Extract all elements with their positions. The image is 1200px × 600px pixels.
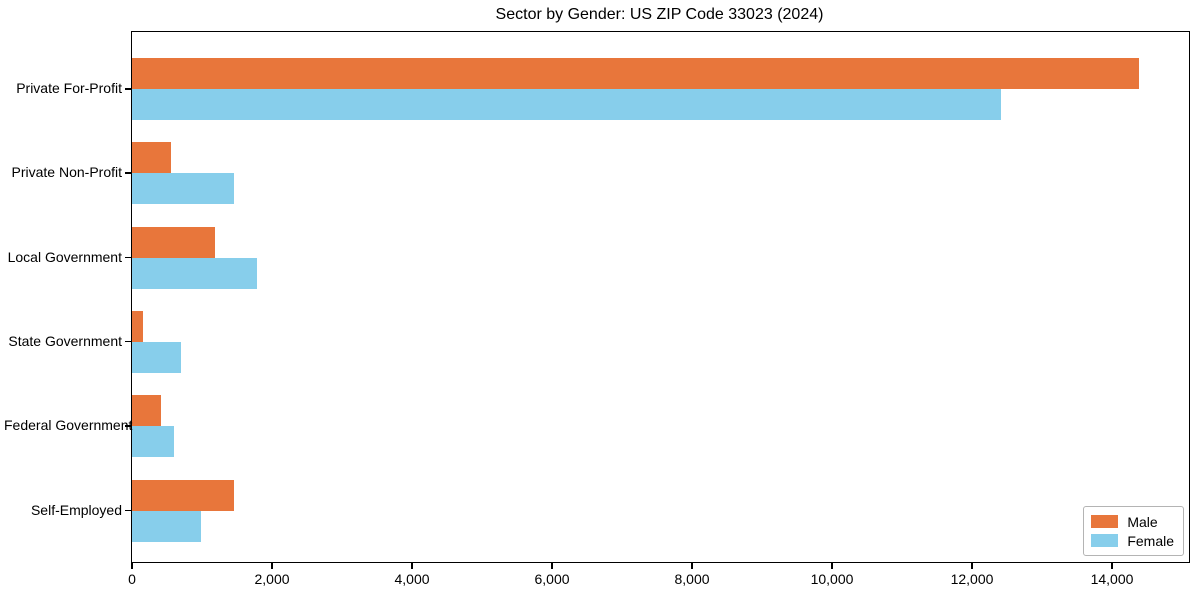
x-tick-mark bbox=[551, 563, 553, 569]
x-tick-mark bbox=[131, 563, 133, 569]
legend-label: Male bbox=[1127, 513, 1158, 530]
y-tick-mark bbox=[125, 425, 131, 427]
bars-layer bbox=[132, 32, 1189, 562]
y-tick-mark bbox=[125, 88, 131, 90]
chart-title: Sector by Gender: US ZIP Code 33023 (202… bbox=[495, 6, 824, 23]
bar-male-1 bbox=[132, 58, 1139, 89]
x-tick-mark bbox=[691, 563, 693, 569]
plot-area: Male Female bbox=[131, 31, 1190, 563]
y-tick-label: Local Government bbox=[7, 248, 122, 265]
x-tick-label: 12,000 bbox=[950, 571, 994, 587]
x-tick-mark bbox=[1111, 563, 1113, 569]
bar-female-5 bbox=[132, 426, 174, 458]
bar-female-6 bbox=[132, 510, 201, 542]
bar-female-4 bbox=[132, 341, 181, 373]
x-tick-label: 2,000 bbox=[254, 571, 290, 587]
legend-item-male: Male bbox=[1091, 512, 1174, 531]
y-tick-mark bbox=[125, 340, 131, 343]
x-tick-label: 6,000 bbox=[534, 571, 570, 587]
legend: Male Female bbox=[1083, 506, 1184, 556]
bar-male-5 bbox=[132, 395, 162, 427]
x-tick-label: 10,000 bbox=[810, 571, 854, 587]
x-tick-mark bbox=[831, 563, 833, 569]
x-tick-mark bbox=[971, 563, 973, 569]
y-tick-label: Private For-Profit bbox=[16, 80, 122, 96]
x-tick-mark bbox=[411, 563, 413, 569]
legend-label: Female bbox=[1127, 532, 1174, 549]
y-tick-label: Private Non-Profit bbox=[11, 164, 122, 181]
x-tick-label: 0 bbox=[128, 571, 136, 587]
bar-male-3 bbox=[132, 226, 216, 258]
bar-female-2 bbox=[132, 173, 235, 205]
x-tick-label: 8,000 bbox=[674, 571, 710, 587]
y-tick-label: State Government bbox=[8, 332, 122, 349]
y-tick-mark bbox=[125, 172, 131, 174]
bar-male-4 bbox=[132, 310, 143, 342]
bar-male-6 bbox=[132, 479, 235, 511]
x-tick-label: 4,000 bbox=[394, 571, 430, 587]
bar-female-3 bbox=[132, 257, 258, 289]
bar-female-1 bbox=[132, 89, 1001, 120]
legend-swatch-male bbox=[1091, 515, 1119, 528]
bar-male-2 bbox=[132, 142, 171, 174]
legend-swatch-female bbox=[1091, 534, 1119, 547]
y-tick-label: Federal Government bbox=[4, 417, 133, 434]
x-tick-mark bbox=[271, 563, 273, 569]
y-tick-mark bbox=[125, 509, 131, 511]
legend-item-female: Female bbox=[1091, 531, 1174, 550]
x-tick-label: 14,000 bbox=[1090, 571, 1134, 587]
y-tick-mark bbox=[125, 256, 131, 259]
y-tick-label: Self-Employed bbox=[30, 501, 122, 518]
